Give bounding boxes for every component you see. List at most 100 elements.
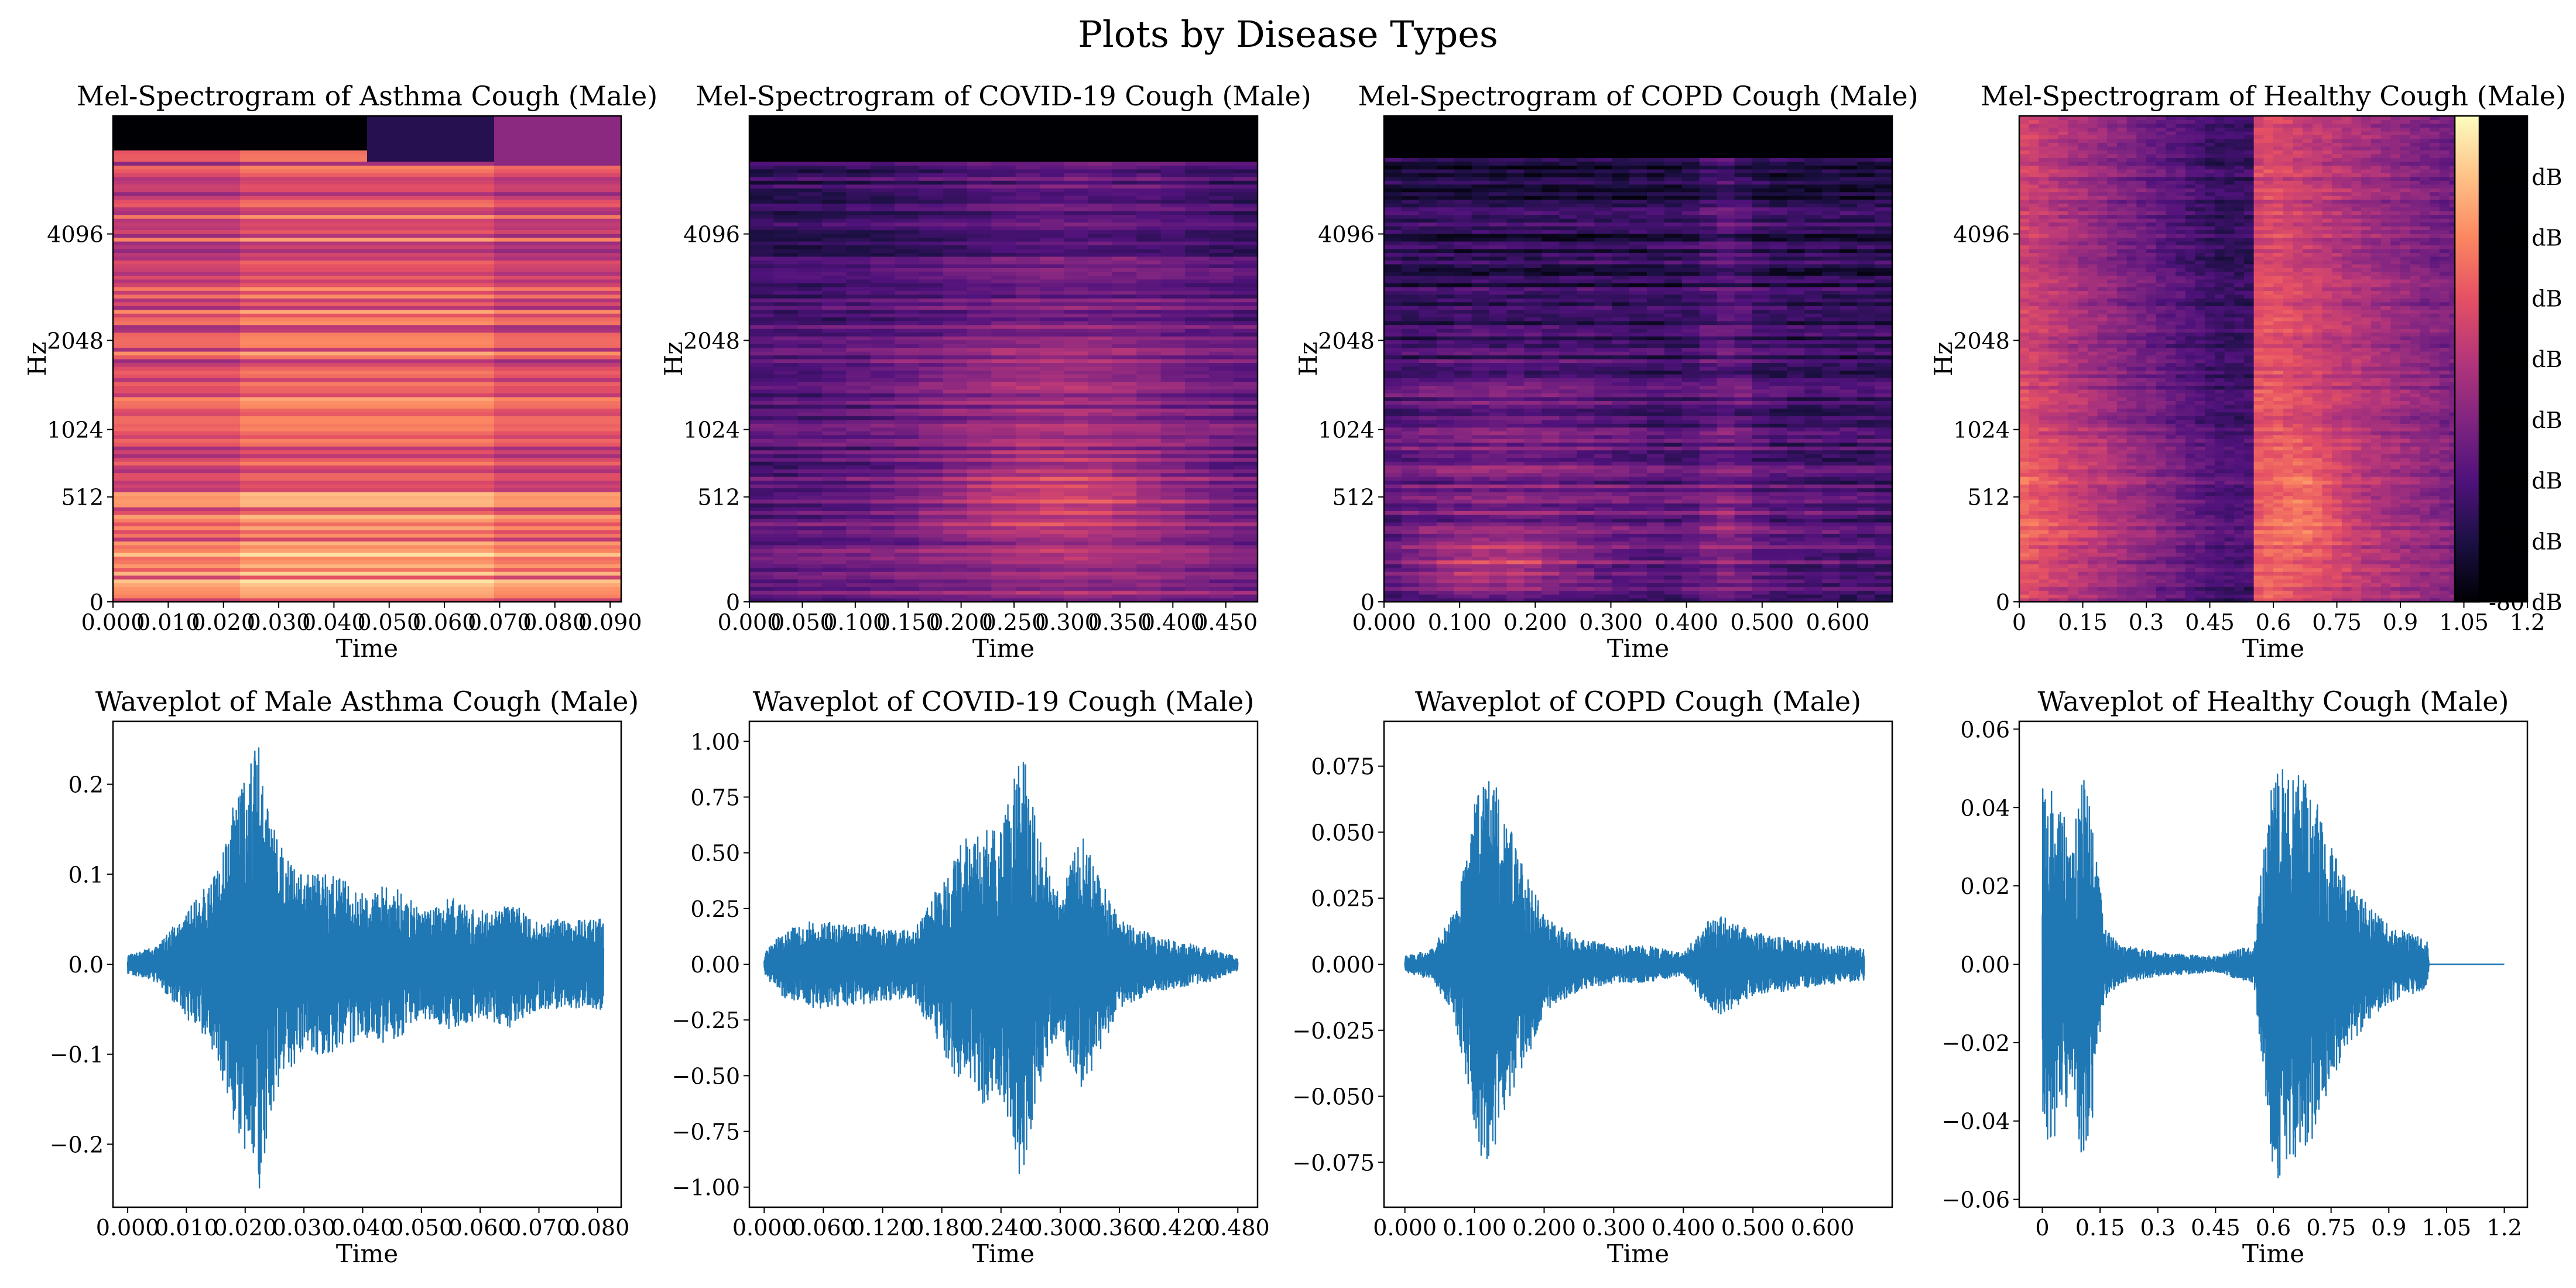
heatmap-cell xyxy=(1542,302,1560,306)
heatmap-cell xyxy=(494,370,622,375)
heatmap-cell xyxy=(870,256,895,261)
heatmap-cell xyxy=(1436,400,1455,405)
heatmap-cell xyxy=(1040,279,1064,283)
heatmap-cell xyxy=(1436,252,1455,257)
heatmap-cell xyxy=(1064,218,1089,223)
heatmap-cell xyxy=(1233,370,1258,375)
heatmap-cell xyxy=(1040,157,1064,162)
heatmap-cell xyxy=(1419,344,1437,348)
heatmap-cell xyxy=(773,423,799,428)
heatmap-cell xyxy=(846,245,871,249)
heatmap-cell xyxy=(1559,427,1577,431)
heatmap-cell xyxy=(967,283,992,287)
heatmap-cell xyxy=(919,302,944,306)
heatmap-cell xyxy=(1112,309,1137,314)
heatmap-cell xyxy=(1401,583,1420,587)
heatmap-cell xyxy=(1384,518,1402,523)
heatmap-cell xyxy=(1401,529,1420,534)
heatmap-cell xyxy=(1185,313,1210,318)
heatmap-cell xyxy=(1436,549,1455,553)
heatmap-cell xyxy=(991,256,1016,261)
heatmap-cell xyxy=(1384,336,1402,341)
heatmap-cell xyxy=(1612,427,1630,431)
heatmap-cell xyxy=(797,393,823,398)
heatmap-cell xyxy=(1088,184,1113,189)
heatmap-cell xyxy=(1436,529,1455,534)
heatmap-cell xyxy=(1401,427,1420,431)
heatmap-cell xyxy=(240,116,368,121)
heatmap-cell xyxy=(1136,184,1162,189)
heatmap-cell xyxy=(870,180,895,185)
heatmap-cell xyxy=(240,393,368,398)
heatmap-cell xyxy=(1542,169,1560,173)
heatmap-cell xyxy=(1436,283,1455,287)
heatmap-cell xyxy=(494,362,622,367)
heatmap-cell xyxy=(1471,135,1490,139)
heatmap-cell xyxy=(822,355,847,359)
heatmap-cell xyxy=(1542,423,1560,428)
heatmap-cell xyxy=(991,400,1016,405)
heatmap-cell xyxy=(870,211,895,215)
heatmap-cell xyxy=(1419,491,1437,496)
heatmap-cell xyxy=(1233,184,1258,189)
heatmap-cell xyxy=(1088,153,1113,158)
heatmap-cell xyxy=(1064,260,1089,265)
heatmap-cell xyxy=(822,138,847,143)
heatmap-cell xyxy=(1185,309,1210,314)
heatmap-cell xyxy=(1040,180,1064,185)
heatmap-cell xyxy=(1185,340,1210,344)
heatmap-cell xyxy=(1489,488,1508,492)
heatmap-cell xyxy=(1506,313,1525,318)
heatmap-cell xyxy=(1160,533,1186,538)
heatmap-cell xyxy=(1542,442,1560,447)
heatmap-cell xyxy=(846,491,871,496)
heatmap-cell xyxy=(1401,450,1420,454)
heatmap-cell xyxy=(1185,511,1210,515)
heatmap-cell xyxy=(1384,594,1402,599)
heatmap-cell xyxy=(1209,491,1234,496)
heatmap-cell xyxy=(1419,575,1437,580)
heatmap-cell xyxy=(773,544,799,549)
heatmap-cell xyxy=(1185,518,1210,523)
heatmap-cell xyxy=(1040,454,1064,458)
heatmap-cell xyxy=(797,389,823,393)
heatmap-cell xyxy=(1040,389,1064,393)
heatmap-cell xyxy=(113,526,241,530)
heatmap-cell xyxy=(967,317,992,321)
heatmap-cell xyxy=(749,313,774,318)
heatmap-cell xyxy=(494,522,622,526)
heatmap-cell xyxy=(1594,321,1612,326)
heatmap-cell xyxy=(1384,290,1402,295)
heatmap-cell xyxy=(1506,518,1525,523)
heatmap-cell xyxy=(1542,180,1560,185)
heatmap-cell xyxy=(919,309,944,314)
heatmap-cell xyxy=(919,324,944,329)
heatmap-cell xyxy=(991,583,1016,587)
heatmap-cell xyxy=(367,340,495,344)
heatmap-cell xyxy=(1612,400,1630,405)
heatmap-cell xyxy=(749,336,774,341)
heatmap-cell xyxy=(846,268,871,272)
heatmap-cell xyxy=(1594,385,1612,390)
heatmap-cell xyxy=(1384,271,1402,276)
heatmap-cell xyxy=(1542,400,1560,405)
heatmap-cell xyxy=(846,434,871,439)
heatmap-cell xyxy=(1136,511,1162,515)
heatmap-cell xyxy=(240,416,368,420)
heatmap-cell xyxy=(1471,590,1490,595)
heatmap-cell xyxy=(1542,385,1560,390)
heatmap-cell xyxy=(919,169,944,173)
heatmap-cell xyxy=(1436,180,1455,185)
heatmap-cell xyxy=(1454,188,1472,193)
heatmap-cell xyxy=(1233,165,1258,170)
heatmap-cell xyxy=(494,434,622,439)
heatmap-cell xyxy=(1064,344,1089,348)
heatmap-cell xyxy=(1419,290,1437,295)
heatmap-cell xyxy=(494,408,622,413)
heatmap-cell xyxy=(870,150,895,155)
heatmap-cell xyxy=(367,229,495,234)
heatmap-cell xyxy=(1419,135,1437,139)
heatmap-cell xyxy=(895,302,919,306)
heatmap-cell xyxy=(895,306,919,310)
heatmap-cell xyxy=(943,286,968,291)
